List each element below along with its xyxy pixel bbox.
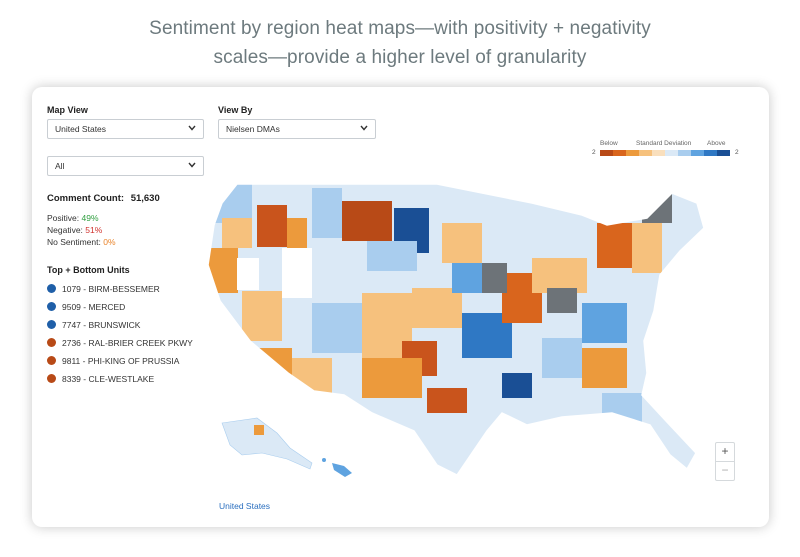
no-sentiment-value: 0%: [103, 237, 116, 247]
unit-dot: [47, 338, 56, 347]
dashboard-card: Map View United States View By Nielsen D…: [32, 87, 769, 527]
legend-swatch: [665, 150, 678, 156]
unit-dot: [47, 356, 56, 365]
unit-item[interactable]: 1079 - BIRM-BESSEMER: [47, 284, 160, 296]
chevron-down-icon: [188, 162, 196, 168]
filter-select[interactable]: All: [47, 156, 204, 176]
positive-value: 49%: [81, 213, 99, 223]
headline-line-1: Sentiment by region heat maps—with posit…: [149, 18, 651, 39]
legend-swatch: [639, 150, 652, 156]
us-outline: [207, 183, 705, 476]
unit-label: 2736 - RAL-BRIER CREEK PKWY: [62, 338, 193, 348]
view-by-label: View By: [218, 105, 253, 115]
legend-swatch: [717, 150, 730, 156]
legend-swatch: [678, 150, 691, 156]
units-title: Top + Bottom Units: [47, 265, 130, 275]
legend-max-label: 2: [735, 149, 739, 156]
zoom-out-button[interactable]: −: [716, 461, 734, 480]
unit-dot: [47, 374, 56, 383]
view-by-value: Nielsen DMAs: [226, 124, 280, 134]
unit-label: 9509 - MERCED: [62, 302, 126, 312]
positive-stat: Positive: 49%: [47, 213, 99, 223]
filter-value: All: [55, 161, 65, 171]
comment-count-value: 51,630: [130, 193, 160, 204]
view-by-select[interactable]: Nielsen DMAs: [218, 119, 376, 139]
headline: Sentiment by region heat maps—with posit…: [0, 14, 800, 72]
map-view-value: United States: [55, 124, 107, 134]
positive-label: Positive:: [47, 213, 80, 223]
breadcrumb-link[interactable]: United States: [219, 501, 271, 511]
legend-min-label: 2: [592, 149, 596, 156]
hawaii-region: [322, 458, 352, 477]
unit-dot: [47, 284, 56, 293]
unit-item[interactable]: 7747 - BRUNSWICK: [47, 320, 140, 332]
negative-stat: Negative: 51%: [47, 225, 102, 235]
zoom-in-button[interactable]: +: [721, 444, 729, 458]
no-sentiment-label: No Sentiment:: [47, 237, 101, 247]
comment-count-label: Comment Count:: [47, 193, 125, 204]
color-scale-legend: Below Standard Deviation Above 2 2: [592, 140, 742, 164]
alaska-region: [221, 417, 313, 470]
legend-swatch: [613, 150, 626, 156]
unit-dot: [47, 302, 56, 311]
legend-swatch: [626, 150, 639, 156]
unit-label: 8339 - CLE-WESTLAKE: [62, 374, 155, 384]
headline-line-2: scales—provide a higher level of granula…: [213, 47, 587, 68]
unit-label: 7747 - BRUNSWICK: [62, 320, 141, 330]
unit-item[interactable]: 8339 - CLE-WESTLAKE: [47, 374, 154, 386]
unit-item[interactable]: 9811 - PHI-KING OF PRUSSIA: [47, 356, 179, 368]
map-view-label: Map View: [47, 105, 88, 115]
unit-label: 9811 - PHI-KING OF PRUSSIA: [62, 356, 180, 366]
zoom-control: + −: [715, 442, 735, 481]
chevron-down-icon: [188, 125, 196, 131]
negative-label: Negative:: [47, 225, 83, 235]
legend-below-label: Below: [600, 140, 618, 147]
legend-swatch: [652, 150, 665, 156]
legend-swatch: [600, 150, 613, 156]
us-dma-heat-map[interactable]: [202, 163, 707, 493]
chevron-down-icon: [360, 125, 368, 131]
legend-middle-label: Standard Deviation: [636, 140, 692, 147]
comment-count: Comment Count: 51,630: [47, 193, 160, 204]
unit-item[interactable]: 2736 - RAL-BRIER CREEK PKWY: [47, 338, 193, 350]
map-view-select[interactable]: United States: [47, 119, 204, 139]
unit-dot: [47, 320, 56, 329]
legend-above-label: Above: [707, 140, 726, 147]
negative-value: 51%: [85, 225, 103, 235]
no-sentiment-stat: No Sentiment: 0%: [47, 237, 116, 247]
unit-label: 1079 - BIRM-BESSEMER: [62, 284, 160, 294]
legend-swatch: [691, 150, 704, 156]
unit-item[interactable]: 9509 - MERCED: [47, 302, 125, 314]
legend-swatch: [704, 150, 717, 156]
